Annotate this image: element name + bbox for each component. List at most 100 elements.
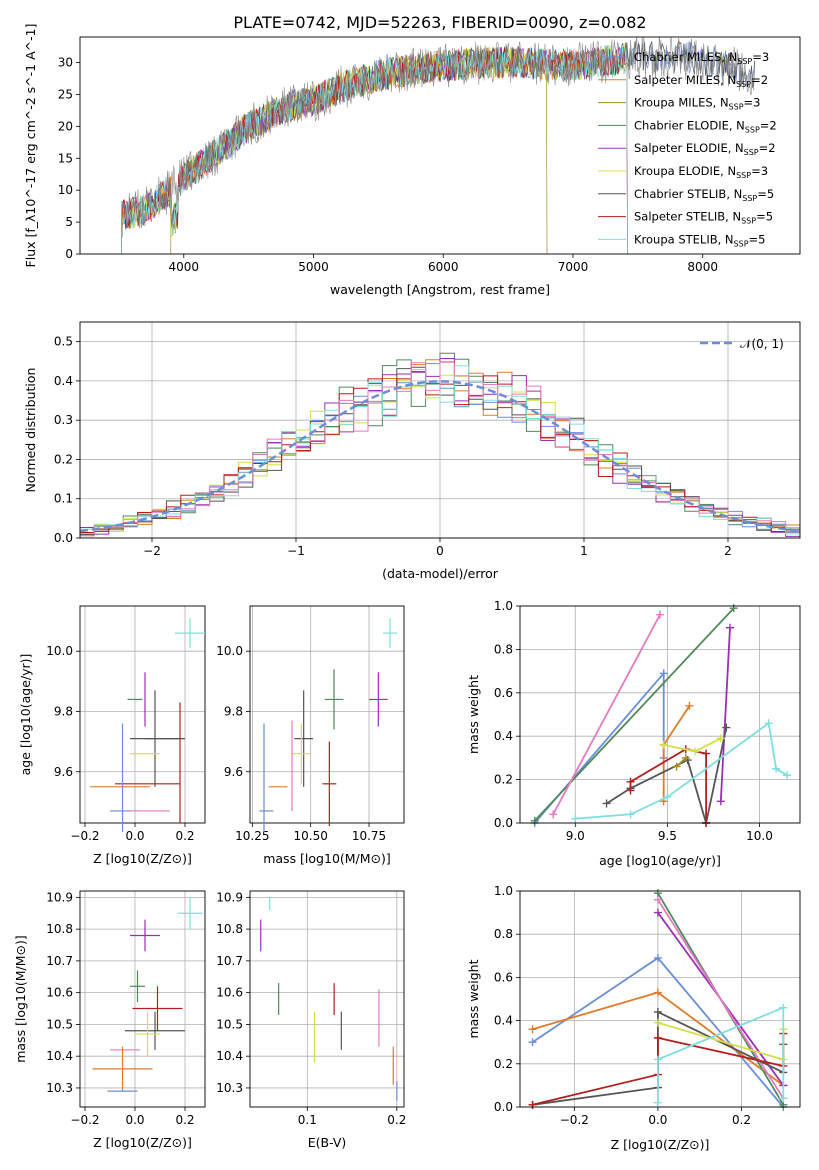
x-tick-label: 9.0 — [566, 829, 585, 843]
y-tick-label: 10.0 — [216, 644, 243, 658]
series-marker — [702, 749, 711, 758]
x-axis-label: wavelength [Angstrom, rest frame] — [330, 282, 550, 297]
y-tick-label: 10.3 — [216, 1081, 243, 1095]
y-tick-label: 0.6 — [494, 970, 513, 984]
series-marker — [764, 719, 773, 728]
y-tick-label: 10.7 — [216, 954, 243, 968]
massweight_vs_Z-axes: −0.2 0.0 0.2 0.0 0.2 0.4 0.6 0.8 1.0 Z [log10(Z/Z… — [466, 884, 801, 1152]
x-tick-label: 0.2 — [732, 1113, 751, 1127]
y-tick-label: 9.8 — [54, 704, 73, 718]
x-tick-label: 1 — [580, 544, 588, 558]
y-tick-label: 10.6 — [46, 986, 73, 1000]
series-marker — [653, 1033, 662, 1042]
axes-frame — [79, 321, 801, 539]
series-marker — [549, 810, 558, 819]
legend-label: Kroupa STELIB, NSSP=5 — [634, 232, 765, 248]
series-marker — [530, 816, 539, 825]
massweight_vs_age-axes: 9.0 9.5 10.0 0.0 0.2 0.4 0.6 0.8 1.0 age [log10(a… — [466, 599, 801, 868]
x-axis-label: mass [log10(M/M⊙)] — [263, 851, 391, 866]
spectrum-data-line — [121, 37, 755, 239]
axes-frame — [79, 890, 206, 1108]
x-tick-label: 9.5 — [658, 829, 677, 843]
series-marker — [779, 1003, 788, 1012]
y-tick-label: 10.0 — [46, 644, 73, 658]
y-tick-label: 0 — [65, 247, 73, 261]
y-tick-label: 0.2 — [494, 1057, 513, 1071]
series-marker — [653, 1018, 662, 1027]
spectrum-legend: Chabrier MILES, NSSP=3 Salpeter MILES, NS… — [598, 50, 777, 248]
y-axis-label: age [log10(age/yr)] — [18, 654, 33, 776]
legend-label: Kroupa ELODIE, NSSP=3 — [634, 164, 768, 180]
x-tick-label: 0.1 — [298, 1113, 317, 1127]
series-line — [657, 899, 785, 1099]
age_vs_Z-axes: −0.2 0.0 0.2 9.6 9.8 10.0 Z [log10(Z/Z⊙)] age [… — [18, 605, 206, 866]
x-tick-label: 0.0 — [125, 829, 144, 843]
legend-label: Salpeter ELODIE, NSSP=2 — [634, 141, 776, 157]
x-axis-label: (data-model)/error — [382, 566, 499, 581]
y-tick-label: 0.0 — [54, 531, 73, 545]
figure-title: PLATE=0742, MJD=52263, FIBERID=0090, z=0… — [233, 13, 646, 32]
x-tick-label: 0.2 — [387, 1113, 406, 1127]
y-tick-label: 0.0 — [494, 816, 513, 830]
y-axis-label: mass weight — [466, 959, 481, 1038]
x-tick-label: 10.75 — [352, 829, 386, 843]
legend-label: Salpeter STELIB, NSSP=5 — [634, 210, 773, 226]
series-marker — [528, 1100, 537, 1109]
series-marker — [783, 771, 792, 780]
y-tick-label: 10.9 — [46, 890, 73, 904]
x-tick-label: 0.2 — [175, 829, 194, 843]
x-tick-label: −0.2 — [70, 829, 99, 843]
axes-frame — [79, 605, 206, 824]
series-marker — [653, 1098, 662, 1107]
series-line — [675, 757, 687, 768]
normal-curve — [79, 380, 801, 533]
x-tick-label: 10.25 — [235, 829, 269, 843]
series-line — [657, 1021, 785, 1061]
series-line — [552, 614, 661, 815]
x-tick-label: −0.2 — [70, 1113, 99, 1127]
y-tick-label: 10.4 — [216, 1049, 243, 1063]
series-marker — [653, 953, 662, 962]
axes-frame — [519, 605, 801, 824]
x-tick-label: 0.0 — [125, 1113, 144, 1127]
series-marker — [659, 669, 668, 678]
series-line — [719, 627, 731, 802]
series-marker — [663, 792, 672, 801]
x-axis-label: Z [log10(Z/Z⊙)] — [93, 1135, 192, 1150]
y-tick-label: 0.5 — [54, 335, 73, 349]
y-tick-label: 9.6 — [54, 765, 73, 779]
axes-frame — [249, 605, 405, 824]
legend-label: 𝒩(0, 1) — [740, 337, 784, 351]
series-marker — [722, 723, 731, 732]
y-tick-label: 0.2 — [54, 452, 73, 466]
series-line — [663, 737, 722, 753]
series-marker — [726, 623, 734, 632]
y-tick-label: 0.2 — [494, 773, 513, 787]
series-marker — [653, 1007, 662, 1016]
x-tick-label: 10.50 — [293, 829, 327, 843]
y-axis-label: mass weight — [466, 675, 481, 754]
x-tick-label: 7000 — [558, 260, 589, 274]
y-axis-label: Normed distribution — [23, 368, 38, 493]
x-axis-label: Z [log10(Z/Z⊙)] — [93, 851, 192, 866]
y-tick-label: 10.8 — [46, 922, 73, 936]
legend-label: Chabrier MILES, NSSP=3 — [634, 50, 769, 66]
y-tick-label: 30 — [58, 56, 73, 70]
y-axis-label: Flux [f_λ10^-17 erg cm^-2 s^-1 A^-1] — [23, 24, 38, 268]
y-tick-label: 9.6 — [224, 765, 243, 779]
x-tick-label: 2 — [724, 544, 732, 558]
x-axis-label: age [log10(age/yr)] — [599, 853, 721, 868]
y-tick-label: 10.5 — [46, 1017, 73, 1031]
y-tick-label: 9.8 — [224, 704, 243, 718]
y-tick-label: 5 — [65, 215, 73, 229]
series-marker — [729, 604, 738, 613]
y-tick-label: 10 — [58, 183, 73, 197]
legend-label: Salpeter MILES, NSSP=2 — [634, 73, 768, 89]
series-marker — [528, 1038, 537, 1047]
x-tick-label: 4000 — [169, 260, 200, 274]
axes-frame — [519, 890, 801, 1108]
age_vs_mass-axes: 10.25 10.50 10.75 9.6 9.8 10.0 mass [log10(M/M… — [216, 605, 405, 866]
y-tick-label: 10.9 — [216, 890, 243, 904]
x-tick-label: 6000 — [428, 260, 459, 274]
